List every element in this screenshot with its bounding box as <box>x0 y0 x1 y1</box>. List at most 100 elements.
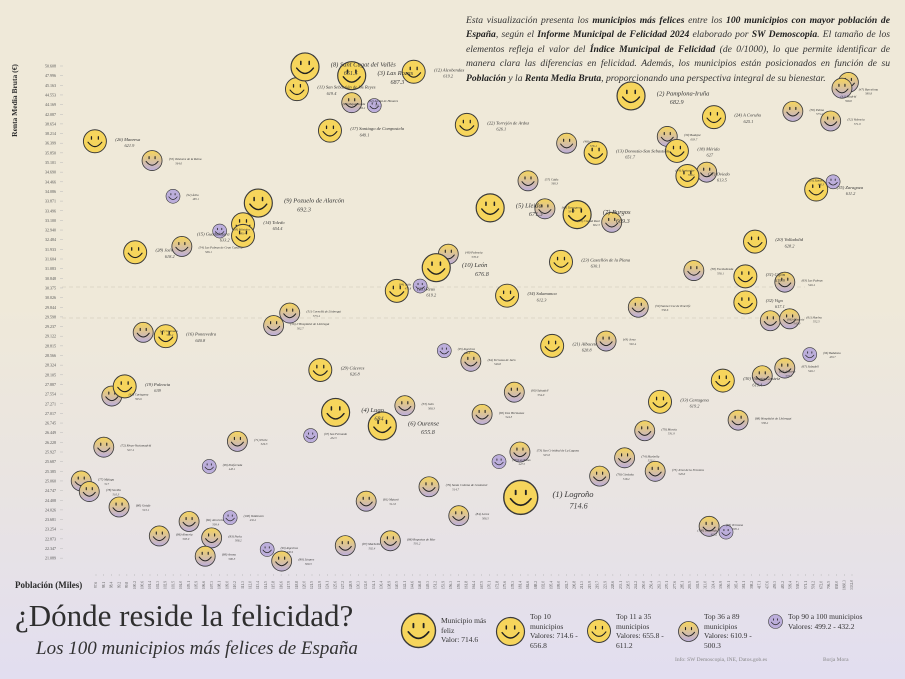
y-tick-label: 26.745 <box>45 421 56 426</box>
smiley-mouth <box>805 354 815 359</box>
smiley-icon <box>768 614 783 629</box>
smiley-icon <box>201 459 217 474</box>
x-tick-label: 121.5 <box>310 581 314 589</box>
smiley-eye <box>834 178 836 181</box>
smiley-eye <box>524 176 526 180</box>
smiley-icon <box>355 490 377 512</box>
smiley-icon <box>78 481 100 502</box>
smiley-eye <box>541 204 543 208</box>
smiley-icon <box>683 260 705 281</box>
municipality-point <box>290 52 320 82</box>
smiley-mouth <box>464 361 478 367</box>
legend-item: Municipio más feliz Valor: 714.6 <box>400 612 491 649</box>
smiley-eye <box>672 145 675 150</box>
point-label: (96) Badalona <box>823 351 841 355</box>
municipality-point <box>675 164 700 188</box>
x-tick-label: 188.2 <box>534 581 538 589</box>
smiley-eye <box>375 102 377 105</box>
smiley-eye <box>596 471 598 475</box>
legend-smiley <box>587 619 611 643</box>
smiley-eye <box>548 340 550 345</box>
smiley-eye <box>83 476 85 480</box>
smiley-face <box>212 223 227 239</box>
smiley-eye <box>614 217 616 222</box>
municipality-point <box>540 333 565 358</box>
point-label: (71) Elche <box>254 438 268 442</box>
smiley-face <box>503 479 539 516</box>
point-label: (18) Mérida <box>697 146 720 151</box>
smiley-mouth <box>721 532 731 536</box>
point-value: 502.4 <box>368 546 375 550</box>
smiley-face <box>321 397 351 428</box>
x-tick-label: 175.6 <box>503 581 507 589</box>
y-tick-label: 22.873 <box>45 536 56 541</box>
intro-bold: SW Demoscopia <box>751 29 818 41</box>
smiley-eye <box>748 271 750 275</box>
smiley-face <box>595 330 617 352</box>
smiley-eye <box>268 546 270 549</box>
point-value: 564.0 <box>175 161 182 165</box>
municipality-point <box>774 357 796 379</box>
smiley-face <box>290 52 320 82</box>
y-tick-label: 50.608 <box>45 64 56 69</box>
point-label: (61) Huelva <box>806 315 822 319</box>
smiley-eye <box>563 256 566 261</box>
point-label-group: (3) Las Rozas 687.3 <box>377 70 413 86</box>
smiley-eye <box>662 396 665 401</box>
smiley-face <box>454 112 479 137</box>
municipality-point <box>201 527 223 549</box>
smiley-face <box>475 193 505 223</box>
smiley-eye <box>696 266 698 270</box>
smiley-face <box>303 428 318 443</box>
point-value: 578.4 <box>590 144 597 148</box>
point-label: (89) Arona <box>222 553 236 557</box>
x-tick-label: 102.3 <box>156 581 160 589</box>
x-tick-label: 136.4 <box>380 581 384 589</box>
point-value: 651.7 <box>625 155 636 160</box>
x-tick-label: 195.4 <box>549 581 553 589</box>
y-tick-label: 31.083 <box>45 266 56 271</box>
smiley-eye <box>741 297 743 301</box>
x-tick-label: 138.9 <box>387 581 391 589</box>
smiley-eye <box>750 236 753 241</box>
smiley-eye <box>502 290 505 295</box>
x-tick-label: 365.4 <box>734 581 738 589</box>
smiley-eye <box>640 302 642 306</box>
point-label: (1) Logroño <box>553 489 594 499</box>
x-tick-label: 509.4 <box>788 581 792 589</box>
smiley-face <box>178 511 200 532</box>
x-tick-label: 228.6 <box>611 581 615 589</box>
x-tick-label: 105.9 <box>194 581 198 589</box>
smiley-eye <box>127 381 129 385</box>
smiley-eye <box>647 426 649 430</box>
smiley-icon <box>178 511 200 532</box>
y-tick-label: 25.385 <box>45 469 56 474</box>
smiley-eye <box>725 375 727 380</box>
smiley-icon <box>384 278 409 303</box>
smiley-eye <box>627 453 629 457</box>
y-tick-label: 34.086 <box>45 189 56 194</box>
smiley-eye <box>608 336 610 340</box>
point-label: (93) Móstoles <box>233 228 250 232</box>
smiley-icon <box>733 264 758 289</box>
municipality-point <box>271 550 293 572</box>
x-tick-label: 277.6 <box>673 581 677 589</box>
municipality-point <box>341 92 363 114</box>
y-tick-label: 35.101 <box>45 160 56 165</box>
smiley-eye <box>214 533 216 537</box>
smiley-mouth <box>700 172 714 178</box>
point-label: (88) Roquetas de Mar <box>407 537 436 541</box>
y-tick-label: 24.026 <box>45 507 56 512</box>
smiley-icon <box>418 476 440 498</box>
smiley-mouth <box>824 121 838 127</box>
point-label-group: (10) León 676.8 <box>462 262 490 278</box>
municipality-point <box>696 161 718 183</box>
point-label: (76) Córdoba <box>616 473 634 477</box>
smiley-eye <box>217 227 218 231</box>
smiley-mouth <box>249 203 268 211</box>
smiley-face <box>400 612 437 649</box>
